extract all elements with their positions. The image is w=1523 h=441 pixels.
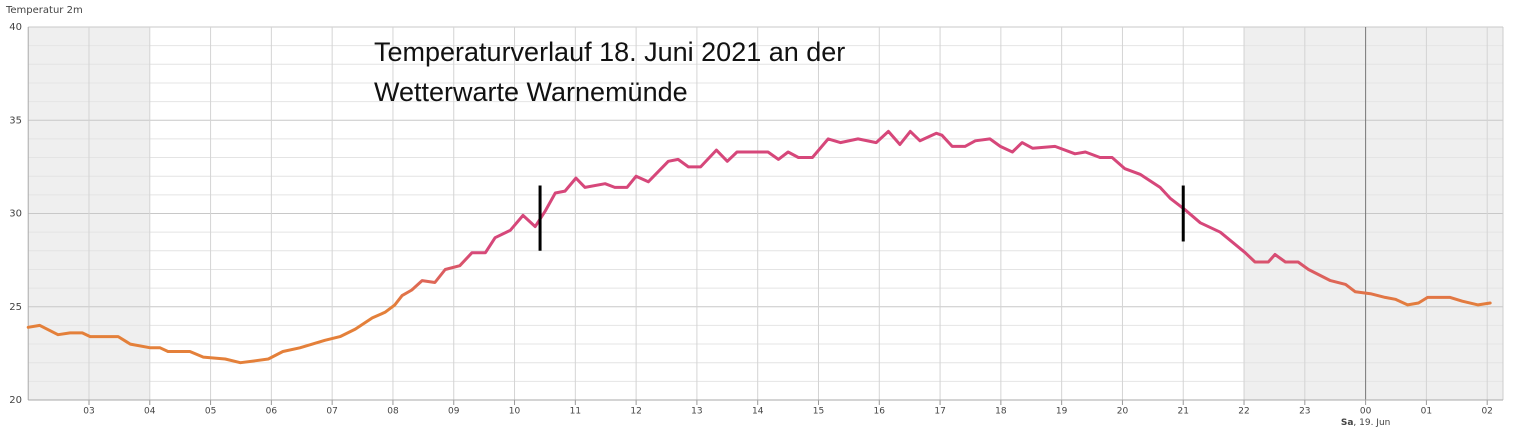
- x-tick-label: 07: [326, 407, 337, 417]
- x-tick-label: 04: [144, 407, 156, 417]
- x-tick-label: 16: [874, 407, 886, 417]
- y-tick-label: 40: [9, 22, 22, 33]
- y-tick-label: 20: [9, 395, 22, 406]
- x-tick-label: 22: [1238, 407, 1249, 417]
- x-tick-label: 15: [813, 407, 824, 417]
- x-tick-label: 21: [1178, 407, 1189, 417]
- annotation: Temperaturverlauf 18. Juni 2021 an der: [374, 37, 845, 67]
- x-tick-label: 00: [1360, 407, 1372, 417]
- x-tick-label: 13: [691, 407, 702, 417]
- x-tick-label: 01: [1421, 407, 1432, 417]
- x-tick-label: 03: [83, 407, 94, 417]
- x-tick-label: 23: [1299, 407, 1310, 417]
- x-tick-label: 06: [266, 407, 278, 417]
- y-tick-label: 25: [9, 302, 22, 313]
- x-tick-label: 17: [934, 407, 945, 417]
- x-tick-label: 11: [570, 407, 581, 417]
- x-tick-label: 05: [205, 407, 216, 417]
- y-tick-label: 30: [9, 209, 22, 220]
- x-tick-label: 09: [448, 407, 460, 417]
- date-label: Sa, 19. Jun: [1341, 418, 1391, 428]
- annotation: Wetterwarte Warnemünde: [374, 77, 688, 107]
- date-label-part: Sa: [1341, 418, 1354, 428]
- x-tick-label: 18: [995, 407, 1007, 417]
- x-tick-label: 19: [1056, 407, 1068, 417]
- line-series: [26, 129, 1492, 365]
- chart-title: Temperatur 2m: [5, 5, 83, 16]
- x-tick-label: 02: [1481, 407, 1492, 417]
- x-tick-label: 08: [387, 407, 399, 417]
- x-tick-label: 10: [509, 407, 521, 417]
- x-tick-label: 12: [630, 407, 641, 417]
- y-tick-label: 35: [9, 115, 22, 126]
- date-label-part: , 19. Jun: [1353, 418, 1390, 428]
- x-tick-label: 14: [752, 407, 764, 417]
- x-tick-label: 20: [1117, 407, 1129, 417]
